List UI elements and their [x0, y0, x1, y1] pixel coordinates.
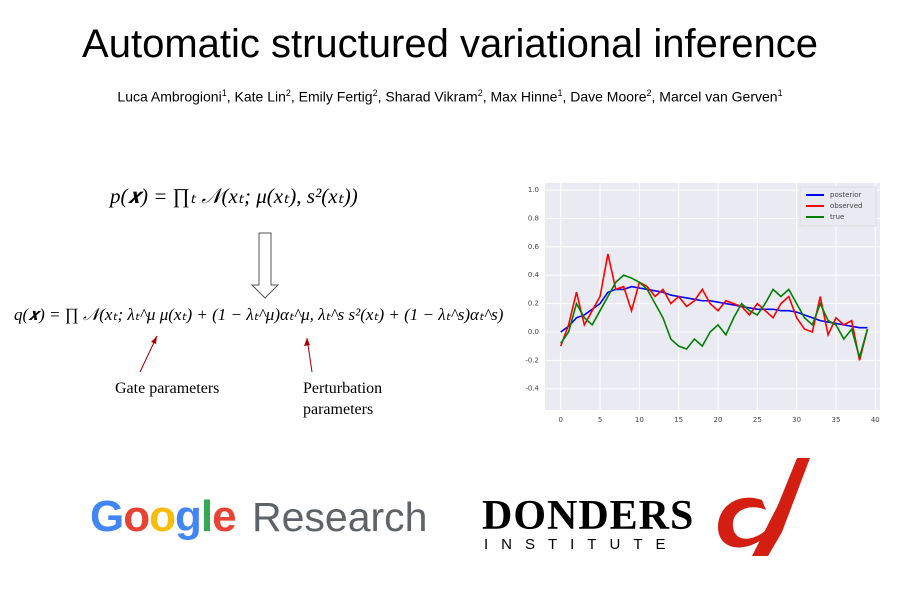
down-arrow: [250, 232, 280, 299]
equation: p(𝒙) = ∏ₜ 𝒩(xₜ; μ(xₜ), s²(xₜ)): [110, 184, 358, 208]
x-tick-label: 30: [792, 416, 801, 424]
legend-label: posterior: [830, 191, 862, 199]
y-tick-label: 0.2: [528, 300, 539, 308]
y-tick-label: -0.2: [525, 356, 539, 364]
legend-label: observed: [830, 202, 862, 210]
affiliation: 1: [557, 88, 563, 98]
arrow-head: [151, 336, 157, 344]
x-tick-label: 10: [635, 416, 644, 424]
title: Automatic structured variational inferen…: [82, 22, 818, 66]
series-line: [560, 274, 869, 361]
x-tick-label: 20: [714, 416, 723, 424]
author-name: Luca Ambrogioni: [117, 88, 222, 105]
y-tick-label: 0.0: [528, 328, 539, 336]
arrow-head: [304, 338, 310, 346]
annotation: Gate parameters: [115, 380, 220, 397]
y-tick-label: 0.6: [528, 243, 540, 251]
authors: Luca Ambrogioni1, Kate Lin2, Emily Ferti…: [117, 88, 783, 105]
affiliation: 2: [646, 88, 652, 98]
y-tick-label: -0.4: [525, 385, 539, 393]
alpha-logo: [718, 497, 775, 548]
equation: q(𝒙) = ∏ 𝒩(xₜ; λₜ^μ μ(xₜ) + (1 − λₜ^μ)αₜ…: [14, 305, 504, 324]
y-tick-label: 0.4: [528, 271, 540, 279]
y-tick-label: 0.8: [528, 214, 539, 222]
author-name: Marcel van Gerven: [659, 88, 778, 105]
x-tick-label: 5: [598, 416, 602, 424]
annotation: Perturbation parameters: [303, 380, 383, 418]
google-logo: Google: [90, 492, 237, 541]
chart: -0.4 -0.2 0.0 0.2 0.4 0.6 0.8 1.0 0 5 10 15 20 25 30 35…: [525, 183, 880, 424]
donders-logo: DONDERS: [482, 493, 695, 539]
legend-label: true: [830, 213, 844, 221]
affiliation: 2: [372, 88, 378, 98]
y-tick-label: 1.0: [528, 186, 539, 194]
author-name: Emily Fertig: [298, 88, 373, 105]
x-tick-label: 25: [753, 416, 762, 424]
logo-text: Research: [252, 494, 428, 540]
x-tick-label: 15: [674, 416, 683, 424]
author-name: Max Hinne: [490, 88, 558, 105]
x-tick-label: 35: [832, 416, 841, 424]
author-name: Dave Moore: [570, 88, 647, 105]
affiliation: 1: [777, 88, 783, 98]
author-name: Kate Lin: [234, 88, 286, 105]
x-tick-label: 0: [558, 416, 562, 424]
affiliation: 1: [221, 88, 227, 98]
author-name: Sharad Vikram: [385, 88, 478, 105]
x-tick-label: 40: [871, 416, 880, 424]
affiliation: 2: [477, 88, 483, 98]
affiliation: 2: [285, 88, 291, 98]
logo-text: INSTITUTE: [484, 536, 679, 553]
